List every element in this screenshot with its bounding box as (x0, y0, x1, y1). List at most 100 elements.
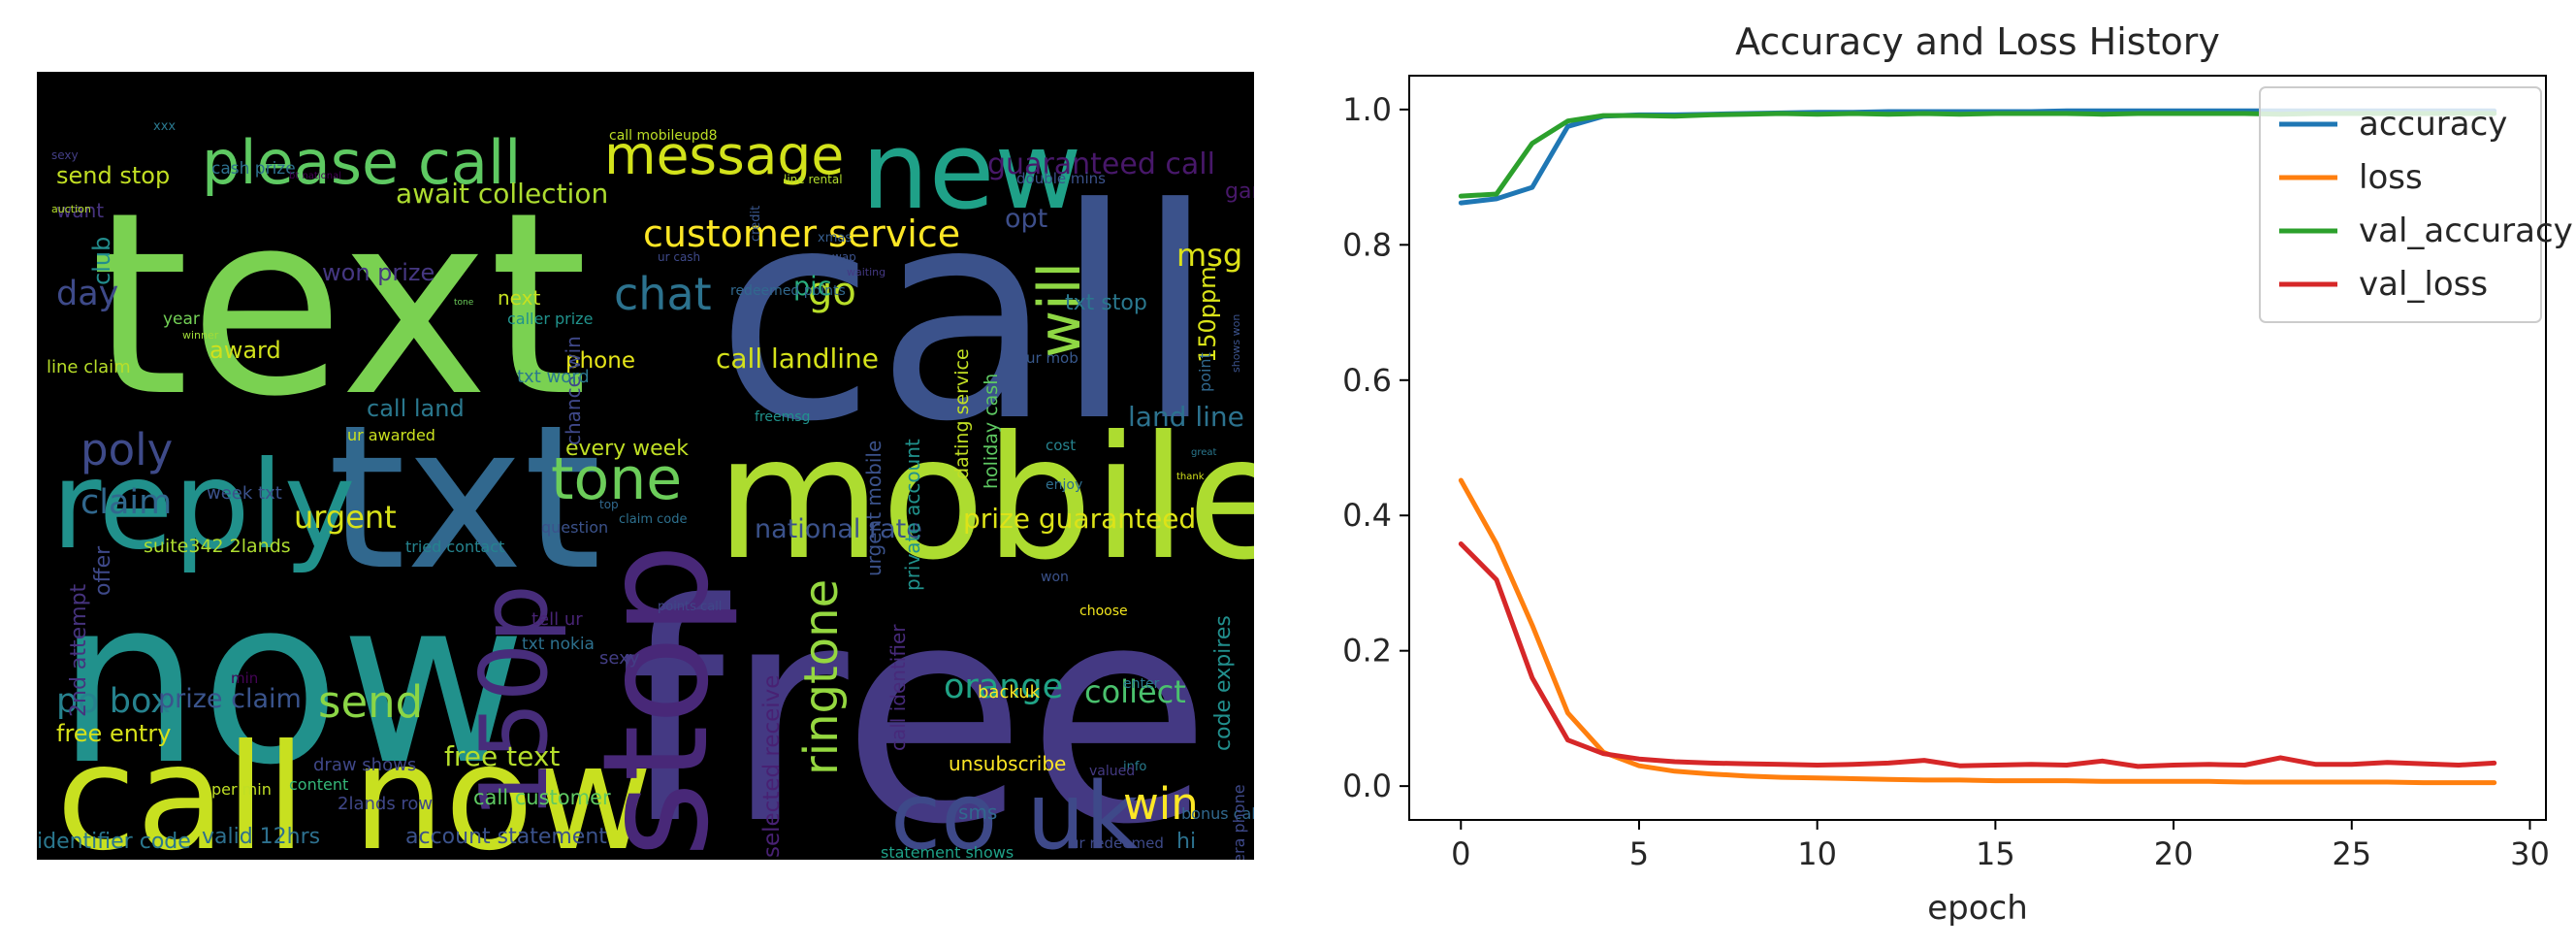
cloud-word: auction (51, 203, 91, 215)
cloud-word: will (1026, 262, 1094, 358)
cloud-word: chat (614, 268, 712, 320)
chart-title: Accuracy and Loss History (1735, 20, 2220, 63)
cloud-word: national rate (755, 514, 922, 544)
cloud-word: selected receive (759, 675, 785, 858)
y-tick-label: 0.0 (1342, 768, 1392, 804)
cloud-word: credit (749, 206, 763, 242)
cloud-word: redeemed points (730, 283, 846, 299)
cloud-word: phone (565, 348, 635, 374)
cloud-word: call customer (473, 786, 611, 809)
cloud-word: ur awarded (347, 426, 435, 444)
cloud-word: please call (202, 127, 521, 198)
cloud-word: call land (367, 395, 465, 422)
cloud-word: tried contact (405, 538, 504, 556)
cloud-word: code expires (1211, 615, 1236, 751)
y-tick-label: 0.4 (1342, 497, 1392, 534)
cloud-word: tell ur (531, 609, 583, 630)
cloud-word: ur mob (1026, 349, 1079, 367)
cloud-word: send stop (56, 162, 170, 189)
plot-frame (1408, 75, 2547, 821)
cloud-word: every week (565, 437, 689, 461)
cloud-word: sexy (599, 648, 640, 669)
cloud-word: game (1225, 180, 1254, 204)
cloud-word: bt national (289, 171, 341, 181)
cloud-word: msg (1176, 237, 1242, 274)
cloud-word: ur cash (658, 250, 700, 264)
x-axis-label: epoch (1927, 889, 2028, 928)
cloud-word: top (599, 498, 619, 511)
cloud-word: winner (182, 329, 219, 342)
cloud-word: cash prize (211, 159, 296, 179)
cloud-word: call now (56, 714, 653, 860)
cloud-word: txt (328, 383, 601, 614)
cloud-word: free text (444, 740, 560, 772)
cloud-word: pic (793, 272, 832, 302)
cloud-word: award (209, 337, 281, 364)
y-tick-label: 0.8 (1342, 226, 1392, 263)
cloud-word: send (318, 676, 423, 728)
y-tick-label: 0.2 (1342, 633, 1392, 670)
cloud-word: bonus caller (1181, 804, 1254, 823)
cloud-word: claim code (619, 512, 687, 527)
cloud-word: shows won (1230, 314, 1242, 373)
cloud-word: orange (944, 668, 1063, 706)
cloud-word: prize claim (158, 684, 302, 714)
cloud-word: win (1123, 778, 1199, 830)
cloud-word: sms (958, 801, 997, 824)
cloud-word: now (56, 550, 527, 815)
cloud-word: draw shows (313, 755, 416, 775)
cloud-word: xxx (153, 119, 176, 134)
y-tick-label: 1.0 (1342, 91, 1392, 128)
cloud-word: unsubscribe (949, 752, 1066, 775)
cloud-word: day (56, 275, 118, 313)
cloud-word: po box (56, 682, 171, 721)
cloud-word: ur redeemed (1070, 834, 1164, 852)
cloud-word: next (498, 286, 540, 310)
cloud-word: reply (51, 436, 356, 576)
axes: 0 5 10 15 20 25 30 0.0 0.2 0.4 0.6 0.8 1.0 (1342, 91, 2550, 872)
cloud-word: valued (1089, 764, 1135, 779)
cloud-word: mobile (716, 401, 1254, 598)
cloud-word: min (231, 670, 258, 687)
x-tick-label: 15 (1976, 835, 2015, 872)
series-line-loss (1458, 477, 2497, 786)
cloud-word: txt stop (1065, 291, 1147, 315)
legend-box (2259, 86, 2542, 323)
cloud-word: question (541, 518, 608, 537)
cloud-word: txt nokia (522, 635, 595, 654)
x-tick-label: 30 (2510, 835, 2550, 872)
cloud-word: club (88, 237, 115, 285)
y-tick-label: 0.6 (1342, 362, 1392, 399)
cloud-word: chance win (562, 336, 585, 445)
cloud-word: urgent (294, 499, 397, 536)
cloud-word: great (1191, 447, 1217, 458)
cloud-word: text (90, 159, 588, 452)
cloud-word: await collection (396, 178, 608, 210)
cloud-word: 150p (462, 584, 568, 819)
legend-label: loss (2359, 158, 2423, 197)
cloud-word: cost (1046, 437, 1076, 454)
cloud-word: call (716, 147, 1215, 485)
word-cloud: text call free now txt mobile call now reply new… (37, 72, 1254, 860)
cloud-word: offer (91, 545, 115, 596)
legend-label: val_accuracy (2359, 212, 2573, 250)
cloud-word: opt (1005, 204, 1047, 234)
cloud-word: caller prize (507, 310, 593, 328)
cloud-word: co uk (890, 764, 1139, 860)
cloud-word: claim (80, 483, 172, 522)
cloud-word: freemsg (755, 409, 810, 425)
accuracy-loss-chart: Accuracy and Loss History 0 5 10 15 20 25 30 0.… (1342, 20, 2573, 928)
cloud-word: won (1041, 570, 1069, 585)
cloud-word: sexy (51, 148, 79, 162)
x-tick-label: 5 (1629, 835, 1649, 872)
cloud-word: stop (572, 543, 741, 858)
cloud-word: won prize (322, 259, 435, 286)
cloud-word: call mobileupd8 (609, 128, 718, 144)
cloud-word: land line (1128, 401, 1244, 433)
cloud-word: txt word (517, 367, 590, 387)
x-tick-label: 10 (1797, 835, 1837, 872)
cloud-word: enter (1123, 676, 1160, 692)
cloud-word: collect (1084, 673, 1186, 710)
cloud-word: year (163, 310, 200, 329)
